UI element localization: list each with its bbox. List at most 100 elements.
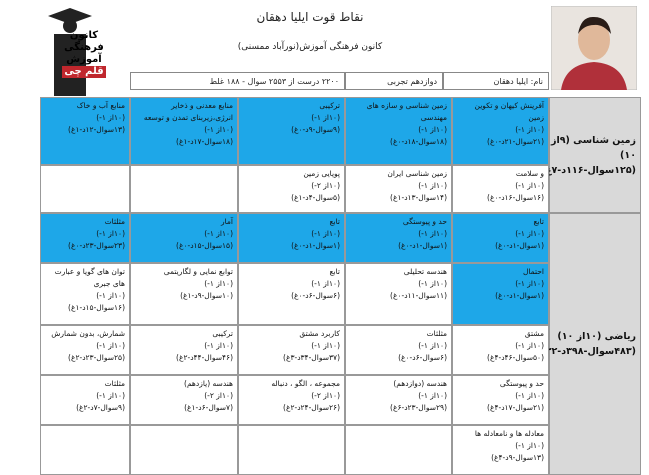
topic-stats: (۱۰سوال-۹د-۱غ) <box>180 291 233 300</box>
topic-stats: (۷سوال-۶د-۱غ) <box>184 403 233 412</box>
topic-cell: مجموعه ، الگو ، دنباله (۱۰از ۲-) (۲۶سوال-۲… <box>238 375 345 425</box>
topic-cell <box>130 165 238 213</box>
topic-cell: توابع نمایی و لگاریتمی (۱۰از ۱-) (۱۰سوال-۹… <box>130 263 238 325</box>
topic-rank: (۱۰از ۱-) <box>311 341 340 350</box>
topic-cell: منابع معدنی و ذخایر انرژی،زیربنای تمدن و… <box>130 97 238 165</box>
topic-title: هندسه (یازدهم) <box>184 379 233 388</box>
topic-rank: (۱۰از ۱-) <box>418 181 447 190</box>
topic-rank: (۱۰از ۱-) <box>418 391 447 400</box>
topic-rank: (۱۰از ۱-) <box>311 113 340 122</box>
topic-stats: (۲۹سوال-۲۳د-۶غ) <box>390 403 447 412</box>
topic-cell: آفرینش کیهان و تکوین زمین (۱۰از ۱-) (۲۱سوا… <box>452 97 549 165</box>
topic-stats: (۱۶سوال-۱۵د-۱غ) <box>68 303 125 312</box>
student-photo <box>551 6 637 90</box>
topic-rank: (۱۰از ۱-) <box>204 229 233 238</box>
topic-rank: (۱۰از ۱-) <box>311 229 340 238</box>
topic-cell <box>40 165 130 213</box>
topic-rank: (۱۰از ۱-) <box>204 125 233 134</box>
topic-title: پویایی زمین <box>303 169 340 178</box>
topic-stats: (۱۵سوال-۱۵د-۰غ) <box>176 241 233 250</box>
topic-stats: (۱۳سوال-۹د-۴غ) <box>491 453 544 462</box>
topic-title: مجموعه ، الگو ، دنباله <box>271 379 340 388</box>
topic-cell <box>238 425 345 475</box>
topic-title: مثلثات <box>426 329 447 338</box>
topic-cell <box>40 425 130 475</box>
topic-cell: منابع آب و خاک (۱۰از ۱-) (۱۳سوال-۱۲د-۱غ) <box>40 97 130 165</box>
topic-stats: (۴۶سوال-۴۴د-۲غ) <box>176 353 233 362</box>
topic-stats: (۲۱سوال-۲۱د-۰غ) <box>487 137 544 146</box>
topic-title: زمین شناسی ایران <box>387 169 447 178</box>
logo-line: فرهنگی <box>64 42 104 53</box>
topic-rank: (۱۰از ۱-) <box>515 441 544 450</box>
topic-cell: زمین شناسی ایران (۱۰از ۱-) (۱۴سوال-۱۳د-۱غ) <box>345 165 452 213</box>
topic-rank: (۱۰از ۲-) <box>204 391 233 400</box>
topic-cell: توان های گویا و عبارت های جبری (۱۰از ۱-) (… <box>40 263 130 325</box>
topic-rank: (۱۰از ۱-) <box>96 341 125 350</box>
topic-stats: (۵سوال-۴د-۱غ) <box>291 193 340 202</box>
topic-title: هندسه تحلیلی <box>403 267 447 276</box>
topic-cell: ترکیبی (۱۰از ۱-) (۹سوال-۹د-۰غ) <box>238 97 345 165</box>
topic-rank: (۱۰از ۱-) <box>96 291 125 300</box>
topic-rank: (۱۰از ۱-) <box>418 229 447 238</box>
topic-cell: مثلثات (۱۰از ۱-) (۶سوال-۶د-۰غ) <box>345 325 452 375</box>
subtitle: کانون فرهنگی آموزش(نورآباد ممسنی) <box>237 42 383 52</box>
topic-stats: (۱۸سوال-۱۸د-۰غ) <box>390 137 447 146</box>
section-label: ریاضی (۱۰از ۱۰) (۴۸۳سوال-۳۹۸د-۳۲غ) <box>535 213 641 475</box>
topic-title: احتمال <box>522 267 544 276</box>
topic-stats: (۱۸سوال-۱۷د-۱غ) <box>176 137 233 146</box>
student-name: نام: ایلیا دهقان <box>443 72 549 90</box>
topic-rank: (۱۰از ۱-) <box>96 229 125 238</box>
topic-cell: تابع (۱۰از ۱-) (۱سوال-۱د-۰غ) <box>238 213 345 263</box>
topic-cell: و سلامت (۱۰از ۱-) (۱۶سوال-۱۶د-۰غ) <box>452 165 549 213</box>
topic-stats: (۶سوال-۶د-۰غ) <box>398 353 447 362</box>
topic-rank: (۱۰از ۱-) <box>418 279 447 288</box>
grade: دوازدهم تجربی <box>345 72 443 90</box>
logo-text: کانون فرهنگی آموزش قلم چی <box>62 30 106 78</box>
topic-title: حد و پیوستگی <box>499 379 544 388</box>
logo-line: آموزش <box>66 54 102 65</box>
topic-cell: احتمال (۱۰از ۱-) (۱سوال-۱د-۰غ) <box>452 263 549 325</box>
topic-stats: (۵۰سوال-۴۶د-۴غ) <box>487 353 544 362</box>
topic-title: کاربرد مشتق <box>299 329 340 338</box>
topic-stats: (۱۶سوال-۱۶د-۰غ) <box>487 193 544 202</box>
topic-title: ترکیبی <box>212 329 233 338</box>
topic-cell: شمارش، بدون شمارش (۱۰از ۱-) (۲۵سوال-۲۳د-۲غ… <box>40 325 130 375</box>
logo-line: قلم چی <box>62 66 106 78</box>
summary: ۲۲۰۰ درست از ۲۵۵۳ سوال - ۱۸۸ غلط <box>130 72 345 90</box>
title: نقاط قوت ایلیا دهقان <box>256 10 364 24</box>
topic-title: مثلثات <box>104 379 125 388</box>
topic-title: ترکیبی <box>319 101 340 110</box>
topic-cell: هندسه (دوازدهم) (۱۰از ۱-) (۲۹سوال-۲۳د-۶غ) <box>345 375 452 425</box>
topic-title: شمارش، بدون شمارش <box>51 329 125 338</box>
topic-stats: (۱۳سوال-۱۲د-۱غ) <box>68 125 125 134</box>
topic-title: تابع <box>329 267 340 276</box>
topic-rank: (۱۰از ۱-) <box>96 391 125 400</box>
section-label: زمین شناسی (۹از ۱۰) (۱۲۵سوال-۱۱۶د-۷غ) <box>541 97 641 213</box>
topic-rank: (۱۰از ۱-) <box>311 279 340 288</box>
topic-cell: هندسه (یازدهم) (۱۰از ۲-) (۷سوال-۶د-۱غ) <box>130 375 238 425</box>
topic-stats: (۱سوال-۱د-۰غ) <box>495 241 544 250</box>
topic-stats: (۱سوال-۱د-۰غ) <box>291 241 340 250</box>
topic-rank: (۱۰از ۱-) <box>96 113 125 122</box>
topic-rank: (۱۰از ۱-) <box>418 125 447 134</box>
topic-cell: ترکیبی (۱۰از ۱-) (۴۶سوال-۴۴د-۲غ) <box>130 325 238 375</box>
topic-rank: (۱۰از ۱-) <box>515 125 544 134</box>
topic-title: معادله ها و نامعادله ها <box>474 429 544 438</box>
topic-rank: (۱۰از ۱-) <box>515 229 544 238</box>
topic-rank: (۱۰از ۱-) <box>204 341 233 350</box>
topic-rank: (۱۰از ۲-) <box>311 391 340 400</box>
topic-title: منابع آب و خاک <box>76 101 125 110</box>
topic-title: آمار <box>220 217 233 226</box>
topic-stats: (۹سوال-۷د-۲غ) <box>76 403 125 412</box>
topic-stats: (۲۵سوال-۲۳د-۲غ) <box>68 353 125 362</box>
topic-title: آفرینش کیهان و تکوین زمین <box>474 101 544 122</box>
topic-cell: تابع (۱۰از ۱-) (۱سوال-۱د-۰غ) <box>452 213 549 263</box>
topic-cell: هندسه تحلیلی (۱۰از ۱-) (۱۱سوال-۱۱د-۰غ) <box>345 263 452 325</box>
topic-title: تابع <box>533 217 544 226</box>
logo-figure <box>48 8 92 96</box>
topic-cell: کاربرد مشتق (۱۰از ۱-) (۳۷سوال-۳۴د-۳غ) <box>238 325 345 375</box>
topic-stats: (۱۱سوال-۱۱د-۰غ) <box>390 291 447 300</box>
topic-cell: تابع (۱۰از ۱-) (۶سوال-۶د-۰غ) <box>238 263 345 325</box>
